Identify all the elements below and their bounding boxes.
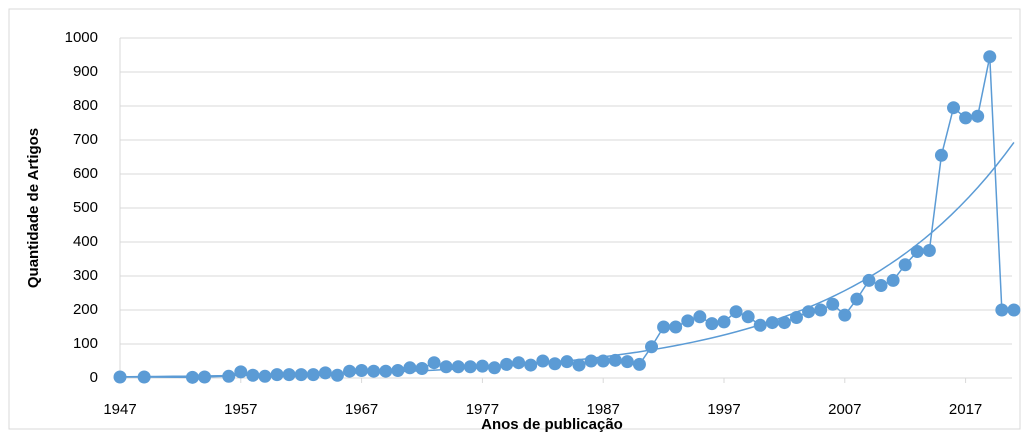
data-point	[995, 303, 1009, 317]
data-point	[403, 361, 417, 375]
data-point	[874, 279, 888, 293]
y-tick-label: 700	[73, 131, 98, 148]
x-axis-title: Anos de publicação	[481, 416, 623, 433]
data-point	[596, 354, 610, 368]
y-tick-label: 600	[73, 165, 98, 182]
data-point	[947, 101, 961, 115]
data-point	[270, 368, 284, 382]
data-point	[391, 364, 405, 378]
data-point	[487, 361, 501, 375]
data-point	[451, 360, 465, 374]
y-tick-label: 400	[73, 233, 98, 250]
data-point	[584, 354, 598, 368]
y-tick-label: 500	[73, 199, 98, 216]
x-tick-label: 2007	[828, 401, 861, 418]
data-point	[427, 356, 441, 370]
y-tick-label: 100	[73, 335, 98, 352]
data-point	[330, 368, 344, 382]
data-point	[838, 308, 852, 322]
data-point	[657, 320, 671, 334]
data-point	[681, 314, 695, 328]
x-tick-label: 1997	[707, 401, 740, 418]
y-tick-label: 300	[73, 267, 98, 284]
data-point	[693, 310, 707, 324]
data-point	[765, 316, 779, 330]
data-point	[439, 360, 453, 374]
data-point	[475, 359, 489, 373]
data-point	[826, 297, 840, 311]
y-axis-title: Quantidade de Artigos	[25, 128, 42, 288]
data-point	[367, 364, 381, 378]
data-point	[355, 364, 369, 378]
data-point	[632, 357, 646, 371]
data-point	[898, 258, 912, 272]
data-point	[234, 365, 248, 379]
y-tick-label: 900	[73, 63, 98, 80]
data-point	[246, 368, 260, 382]
data-point	[113, 370, 127, 384]
data-point	[934, 148, 948, 162]
data-point	[910, 245, 924, 259]
y-tick-label: 200	[73, 301, 98, 318]
data-point	[1007, 303, 1021, 317]
data-point	[294, 368, 308, 382]
data-point	[548, 357, 562, 371]
data-point	[282, 368, 296, 382]
data-point	[922, 244, 936, 257]
y-tick-label: 800	[73, 97, 98, 114]
data-point	[185, 370, 199, 384]
data-point	[608, 353, 622, 367]
data-point	[862, 273, 876, 287]
data-point	[379, 364, 393, 378]
data-point	[258, 369, 272, 383]
data-point	[343, 364, 357, 378]
data-point	[789, 310, 803, 324]
x-tick-label: 1957	[224, 401, 257, 418]
data-point	[198, 370, 212, 384]
data-point	[512, 356, 526, 370]
data-point	[886, 273, 900, 287]
data-point	[669, 320, 683, 334]
data-point	[572, 358, 586, 372]
data-point	[524, 358, 538, 372]
data-point	[959, 111, 973, 125]
data-point	[645, 340, 659, 354]
x-tick-label: 1947	[103, 401, 136, 418]
data-point	[306, 368, 320, 382]
data-point	[536, 354, 550, 368]
data-point	[560, 355, 574, 369]
data-point	[729, 305, 743, 319]
data-point	[753, 318, 767, 332]
data-point	[983, 50, 997, 64]
data-point	[705, 317, 719, 331]
x-tick-label: 1987	[587, 401, 620, 418]
x-tick-label: 1967	[345, 401, 378, 418]
y-tick-label: 1000	[65, 29, 98, 46]
data-point	[620, 355, 634, 369]
y-tick-label: 0	[90, 369, 98, 386]
data-point	[415, 361, 429, 375]
x-tick-label: 1977	[466, 401, 499, 418]
data-point	[850, 292, 864, 306]
data-point	[777, 316, 791, 330]
x-tick-label: 2017	[949, 401, 982, 418]
data-point	[971, 109, 985, 123]
data-point	[814, 303, 828, 317]
data-point	[318, 366, 332, 380]
data-point	[741, 310, 755, 324]
data-point	[802, 305, 816, 319]
data-point	[500, 357, 514, 371]
data-point	[137, 370, 151, 384]
data-point	[717, 315, 731, 329]
data-point	[222, 369, 236, 383]
data-point	[463, 360, 477, 374]
